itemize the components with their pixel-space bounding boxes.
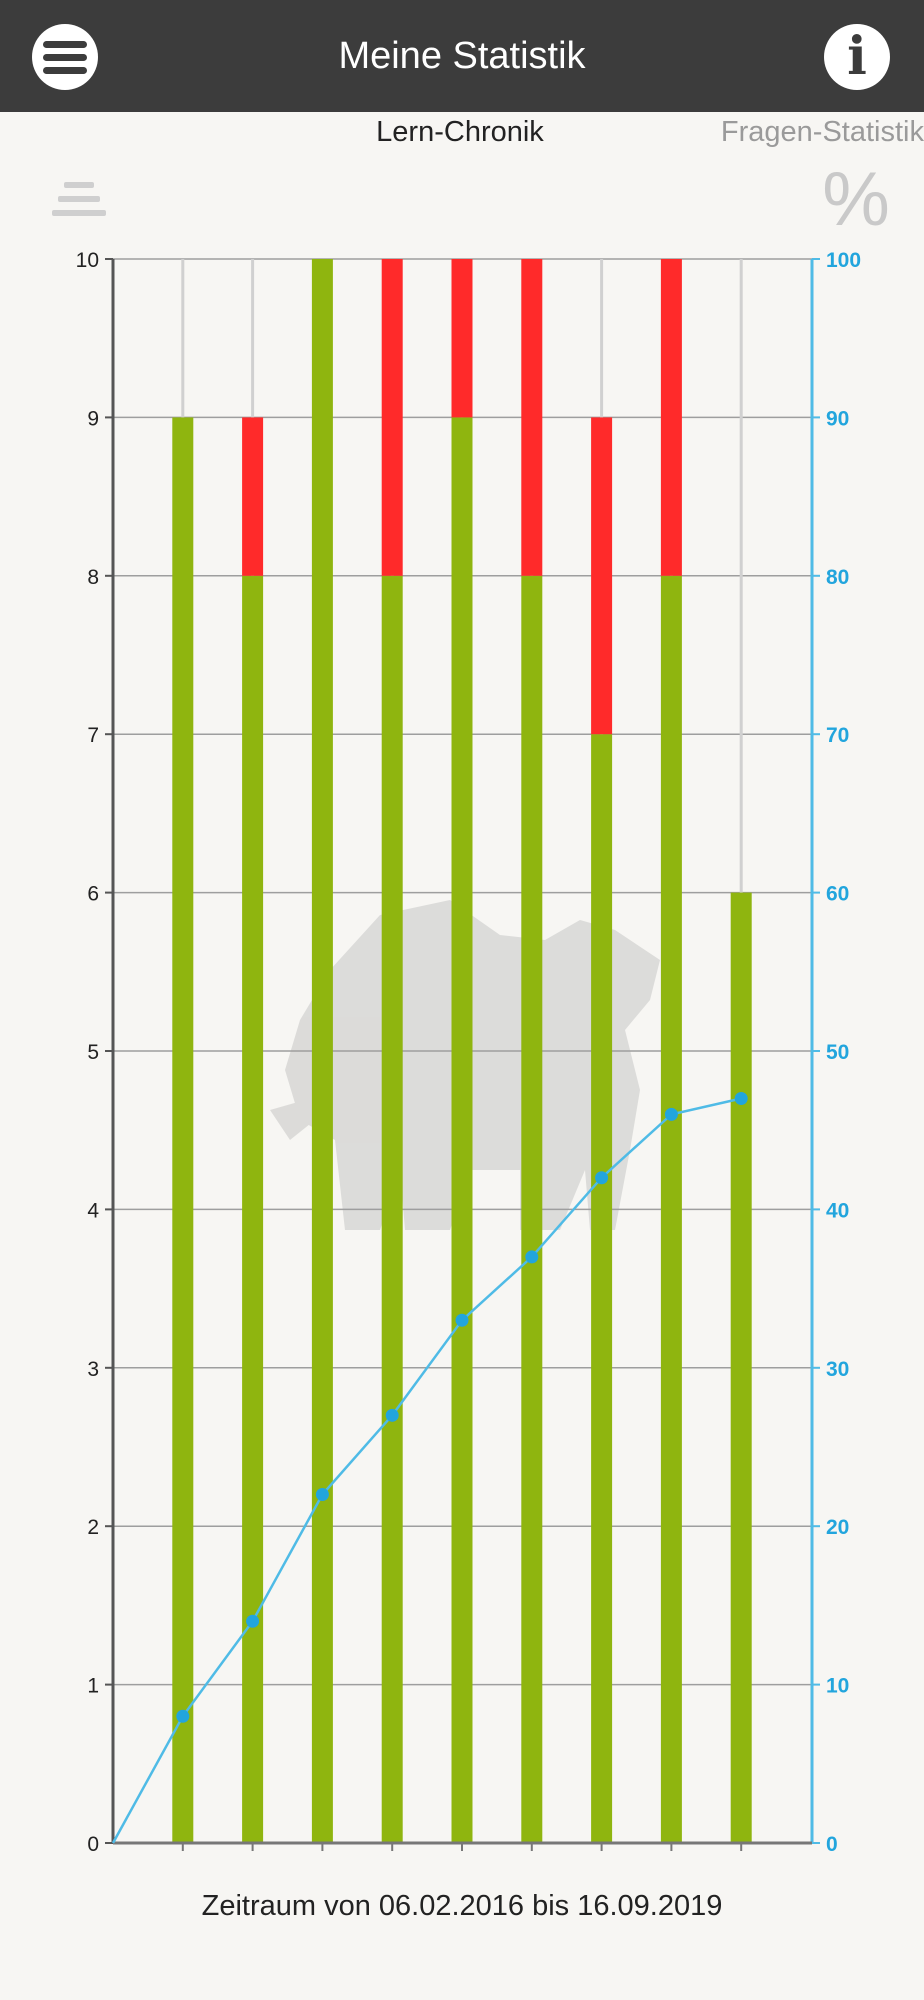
y-tick-label: 1: [87, 1675, 99, 1698]
line-point: [246, 1614, 260, 1628]
y-tick-label: 3: [87, 1358, 99, 1381]
y-tick-label: 7: [87, 724, 99, 747]
y-tick-label: 8: [87, 566, 99, 589]
line-point: [385, 1408, 399, 1422]
line-point: [455, 1313, 469, 1327]
page-title: Meine Statistik: [338, 35, 586, 77]
menu-button[interactable]: [32, 24, 98, 90]
line-point: [664, 1107, 678, 1121]
progress-line: [111, 1092, 748, 1844]
y2-tick-label: 20: [826, 1516, 849, 1539]
y2-tick-label: 10: [826, 1675, 849, 1698]
y2-tick-label: 90: [826, 407, 849, 430]
x-tick-label: 8: [666, 1867, 678, 1870]
line-point: [315, 1488, 329, 1502]
menu-icon-bar: [43, 67, 87, 74]
bar-correct: [381, 575, 403, 1843]
line-point: [525, 1250, 539, 1264]
bar-wrong: [381, 259, 403, 576]
y-tick-label: 10: [76, 249, 99, 272]
y-tick-label: 5: [87, 1041, 99, 1064]
x-tick-label: 2: [247, 1867, 259, 1870]
y-tick-label: 4: [87, 1199, 99, 1222]
line-point: [595, 1171, 609, 1185]
y-tick-label: 2: [87, 1516, 99, 1539]
progress-line-path: [111, 1097, 742, 1844]
y2-tick-label: 40: [826, 1199, 849, 1222]
list-lines-icon[interactable]: [52, 182, 106, 224]
menu-icon-bar: [43, 54, 87, 61]
x-tick-label: 5: [456, 1867, 468, 1870]
bar-correct: [242, 575, 264, 1843]
bars: [172, 259, 752, 1844]
menu-icon: [43, 41, 87, 48]
line-point: [734, 1092, 748, 1106]
y-tick-label: 6: [87, 883, 99, 906]
bar-correct: [172, 417, 194, 1843]
x-tick-label: 3: [317, 1867, 329, 1870]
bar-wrong: [660, 259, 682, 576]
y2-tick-label: 100: [826, 249, 861, 272]
bar-correct: [660, 575, 682, 1843]
app-header: Meine Statistik i: [0, 0, 924, 112]
bar-wrong: [451, 259, 473, 418]
line-point: [176, 1709, 190, 1723]
info-button[interactable]: i: [824, 24, 890, 90]
y2-tick-label: 50: [826, 1041, 849, 1064]
x-tick-label: 6: [526, 1867, 538, 1870]
y2-tick-label: 0: [826, 1833, 838, 1856]
x-tick-label: 4: [386, 1867, 398, 1870]
axes: [105, 258, 820, 1851]
bar-correct: [311, 259, 333, 1843]
bar-correct: [521, 575, 543, 1843]
percent-toggle-icon[interactable]: %: [822, 157, 890, 242]
bar-wrong: [242, 417, 264, 576]
learning-chart: 0123456789100102030405060708090100123456…: [76, 249, 861, 1870]
y2-tick-label: 30: [826, 1358, 849, 1381]
bar-correct: [730, 892, 752, 1843]
period-label: Zeitraum von 06.02.2016 bis 16.09.2019: [201, 1890, 723, 1922]
y-tick-label: 0: [87, 1833, 99, 1856]
y2-tick-label: 70: [826, 724, 849, 747]
tab-lern-chronik[interactable]: Lern-Chronik: [376, 116, 544, 148]
tab-fragen-statistik[interactable]: Fragen-Statistik: [720, 116, 924, 148]
y2-tick-label: 60: [826, 883, 849, 906]
bar-correct: [451, 417, 473, 1843]
tick-labels: 0123456789100102030405060708090100123456…: [76, 249, 861, 1870]
bar-wrong: [521, 259, 543, 576]
x-tick-label: 9: [735, 1867, 747, 1870]
y2-tick-label: 80: [826, 566, 849, 589]
x-tick-label: 7: [596, 1867, 608, 1870]
bar-correct: [591, 734, 613, 1844]
bar-wrong: [591, 417, 613, 735]
x-tick-label: 1: [177, 1867, 189, 1870]
y-tick-label: 9: [87, 407, 99, 430]
